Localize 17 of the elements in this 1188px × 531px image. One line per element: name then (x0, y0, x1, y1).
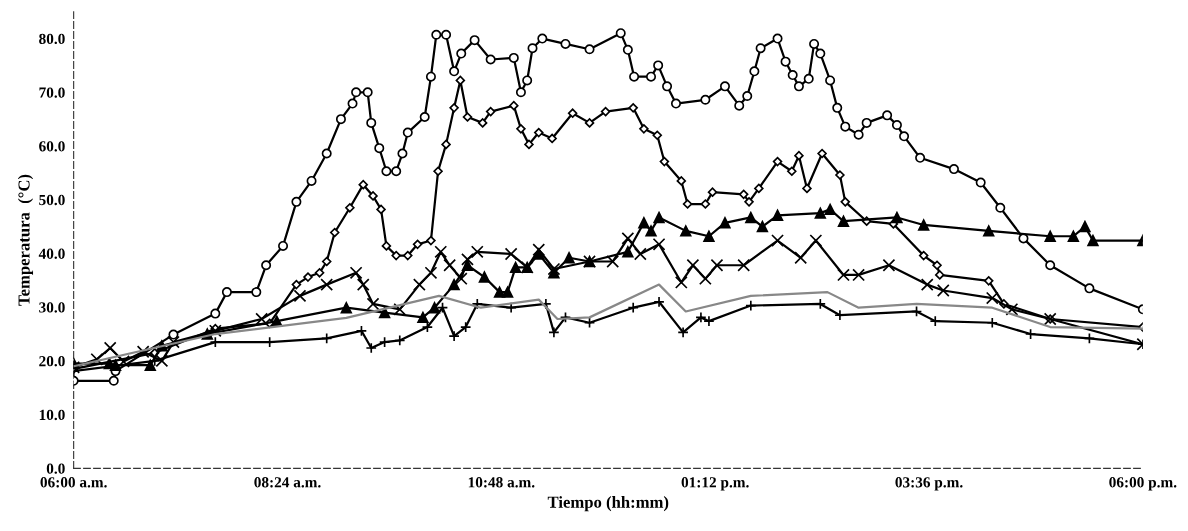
y-tick-label: 10.0 (39, 409, 65, 421)
x-axis-title: Tiempo (hh:mm) (547, 496, 669, 512)
x-tick-label: 01:12 p.m. (681, 477, 749, 491)
y-tick-label: 80.0 (39, 33, 65, 45)
y-axis-title: Temperatura (°C) (17, 174, 34, 306)
x-tick-label: 08:24 a.m. (254, 477, 321, 488)
y-tick-label: 40.0 (38, 248, 65, 259)
x-tick-label: 06:00 a.m. (40, 477, 107, 488)
y-tick-label: 50.0 (39, 194, 65, 206)
y-tick-label: 20.0 (39, 356, 65, 367)
y-tick-label: 60.0 (39, 141, 65, 152)
y-tick-label: 30.0 (39, 302, 65, 313)
x-tick-label: 03:36 p.m. (895, 477, 963, 491)
y-tick-label: 70.0 (39, 87, 65, 98)
x-tick-label: 10:48 a.m. (468, 477, 535, 488)
x-tick-label: 06:00 p.m. (1109, 477, 1177, 491)
y-tick-label: 0.0 (46, 463, 65, 474)
